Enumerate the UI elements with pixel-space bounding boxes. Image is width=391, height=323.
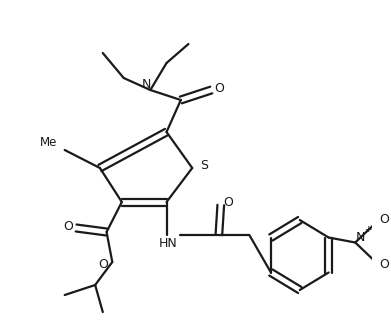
Text: Me: Me	[40, 136, 57, 149]
Text: N: N	[355, 231, 365, 244]
Text: O: O	[379, 213, 389, 226]
Text: O: O	[379, 258, 389, 271]
Text: N: N	[142, 78, 151, 90]
Text: O: O	[214, 81, 224, 95]
Text: O: O	[223, 195, 233, 209]
Text: O: O	[98, 257, 108, 270]
Text: HN: HN	[159, 236, 178, 249]
Text: +: +	[364, 225, 371, 234]
Text: S: S	[201, 159, 209, 172]
Text: O: O	[64, 220, 74, 233]
